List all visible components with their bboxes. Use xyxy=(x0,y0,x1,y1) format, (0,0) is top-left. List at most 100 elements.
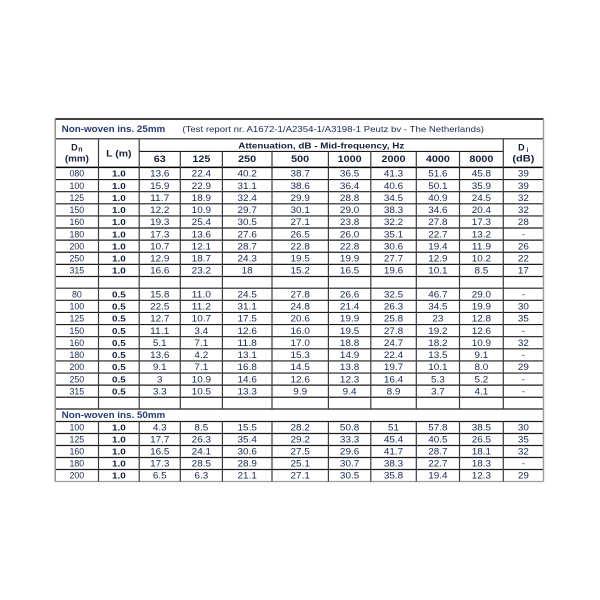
svg-text:4.1: 4.1 xyxy=(475,386,489,396)
svg-text:27.8: 27.8 xyxy=(291,289,310,299)
svg-text:27.5: 27.5 xyxy=(291,447,310,457)
svg-text:250: 250 xyxy=(70,254,85,264)
svg-text:250: 250 xyxy=(238,154,256,164)
svg-text:1.0: 1.0 xyxy=(112,459,126,469)
svg-text:12.6: 12.6 xyxy=(472,326,491,336)
svg-text:32: 32 xyxy=(518,193,529,203)
svg-text:19.3: 19.3 xyxy=(150,217,169,227)
svg-text:27.8: 27.8 xyxy=(428,217,447,227)
svg-text:315: 315 xyxy=(70,266,85,276)
svg-text:-: - xyxy=(522,459,525,469)
svg-text:21.4: 21.4 xyxy=(340,302,359,312)
svg-text:13.6: 13.6 xyxy=(150,169,169,179)
svg-text:14.5: 14.5 xyxy=(291,362,310,372)
svg-text:11.1: 11.1 xyxy=(150,326,169,336)
svg-text:(mm): (mm) xyxy=(65,153,89,163)
svg-text:11.8: 11.8 xyxy=(238,338,257,348)
svg-text:5.1: 5.1 xyxy=(153,338,167,348)
svg-text:18: 18 xyxy=(242,266,253,276)
svg-text:16.0: 16.0 xyxy=(291,326,310,336)
svg-text:-: - xyxy=(522,289,525,299)
svg-text:12.6: 12.6 xyxy=(291,374,310,384)
svg-text:19.9: 19.9 xyxy=(472,302,491,312)
svg-text:11.7: 11.7 xyxy=(150,193,169,203)
svg-text:22.7: 22.7 xyxy=(428,459,447,469)
svg-text:26.3: 26.3 xyxy=(384,302,403,312)
svg-text:1.0: 1.0 xyxy=(112,229,126,239)
svg-text:22: 22 xyxy=(518,254,529,264)
svg-text:10.9: 10.9 xyxy=(192,205,211,215)
svg-text:16.5: 16.5 xyxy=(150,447,169,457)
svg-text:30.1: 30.1 xyxy=(291,205,310,215)
svg-text:19.6: 19.6 xyxy=(384,266,403,276)
svg-text:12.3: 12.3 xyxy=(340,374,359,384)
svg-text:4.2: 4.2 xyxy=(194,350,208,360)
svg-text:26.5: 26.5 xyxy=(472,435,491,445)
svg-text:26: 26 xyxy=(518,241,529,251)
svg-text:50.8: 50.8 xyxy=(340,423,359,433)
svg-text:13.5: 13.5 xyxy=(428,350,447,360)
svg-text:34.6: 34.6 xyxy=(428,205,447,215)
svg-text:8.5: 8.5 xyxy=(475,266,489,276)
svg-text:35.8: 35.8 xyxy=(384,471,403,481)
svg-text:18.3: 18.3 xyxy=(472,459,491,469)
svg-text:32: 32 xyxy=(518,338,529,348)
svg-text:12.7: 12.7 xyxy=(150,314,169,324)
svg-text:15.5: 15.5 xyxy=(238,423,257,433)
svg-text:32.2: 32.2 xyxy=(384,217,403,227)
svg-text:29.6: 29.6 xyxy=(340,447,359,457)
svg-text:22.8: 22.8 xyxy=(340,241,359,251)
svg-text:5.3: 5.3 xyxy=(431,374,445,384)
svg-text:32: 32 xyxy=(518,205,529,215)
svg-text:100: 100 xyxy=(70,302,85,312)
svg-text:21.1: 21.1 xyxy=(238,471,257,481)
svg-text:12.3: 12.3 xyxy=(472,471,491,481)
svg-text:160: 160 xyxy=(70,338,85,348)
svg-text:1.0: 1.0 xyxy=(112,435,126,445)
svg-text:23: 23 xyxy=(432,314,443,324)
svg-text:0.5: 0.5 xyxy=(112,362,126,372)
svg-text:1.0: 1.0 xyxy=(112,181,126,191)
svg-text:1000: 1000 xyxy=(338,154,362,164)
svg-text:1.0: 1.0 xyxy=(112,217,126,227)
svg-text:0.5: 0.5 xyxy=(112,289,126,299)
svg-text:9.9: 9.9 xyxy=(293,386,307,396)
svg-text:26.3: 26.3 xyxy=(192,435,211,445)
svg-text:23.2: 23.2 xyxy=(192,266,211,276)
svg-text:1.0: 1.0 xyxy=(112,447,126,457)
svg-text:0.5: 0.5 xyxy=(112,302,126,312)
svg-text:L (m): L (m) xyxy=(106,148,131,158)
svg-text:28.9: 28.9 xyxy=(238,459,257,469)
svg-text:25.8: 25.8 xyxy=(384,314,403,324)
svg-text:41.3: 41.3 xyxy=(384,169,403,179)
svg-text:38.3: 38.3 xyxy=(384,205,403,215)
svg-text:n: n xyxy=(78,147,82,154)
svg-text:100: 100 xyxy=(70,423,85,433)
svg-text:5.2: 5.2 xyxy=(475,374,489,384)
svg-text:30: 30 xyxy=(518,302,529,312)
svg-text:35: 35 xyxy=(518,314,529,324)
svg-text:500: 500 xyxy=(291,154,309,164)
svg-text:125: 125 xyxy=(192,154,210,164)
svg-text:315: 315 xyxy=(70,386,85,396)
svg-text:D: D xyxy=(518,143,525,153)
svg-text:28.7: 28.7 xyxy=(428,447,447,457)
svg-text:3.4: 3.4 xyxy=(194,326,208,336)
svg-text:-: - xyxy=(522,386,525,396)
svg-text:10.1: 10.1 xyxy=(428,266,447,276)
svg-text:28.7: 28.7 xyxy=(238,241,257,251)
svg-text:18.7: 18.7 xyxy=(192,254,211,264)
svg-text:12.1: 12.1 xyxy=(192,241,211,251)
svg-text:13.8: 13.8 xyxy=(340,362,359,372)
svg-text:Attenuation, dB - Mid-frequenc: Attenuation, dB - Mid-frequency, Hz xyxy=(238,140,404,150)
svg-text:160: 160 xyxy=(70,217,85,227)
svg-text:125: 125 xyxy=(70,435,85,445)
svg-text:i: i xyxy=(526,147,528,154)
svg-text:1.0: 1.0 xyxy=(112,266,126,276)
svg-text:26.0: 26.0 xyxy=(340,229,359,239)
svg-text:-: - xyxy=(522,374,525,384)
svg-text:19.9: 19.9 xyxy=(340,254,359,264)
svg-text:10.9: 10.9 xyxy=(472,338,491,348)
svg-text:18.1: 18.1 xyxy=(472,447,491,457)
svg-text:200: 200 xyxy=(70,241,85,251)
